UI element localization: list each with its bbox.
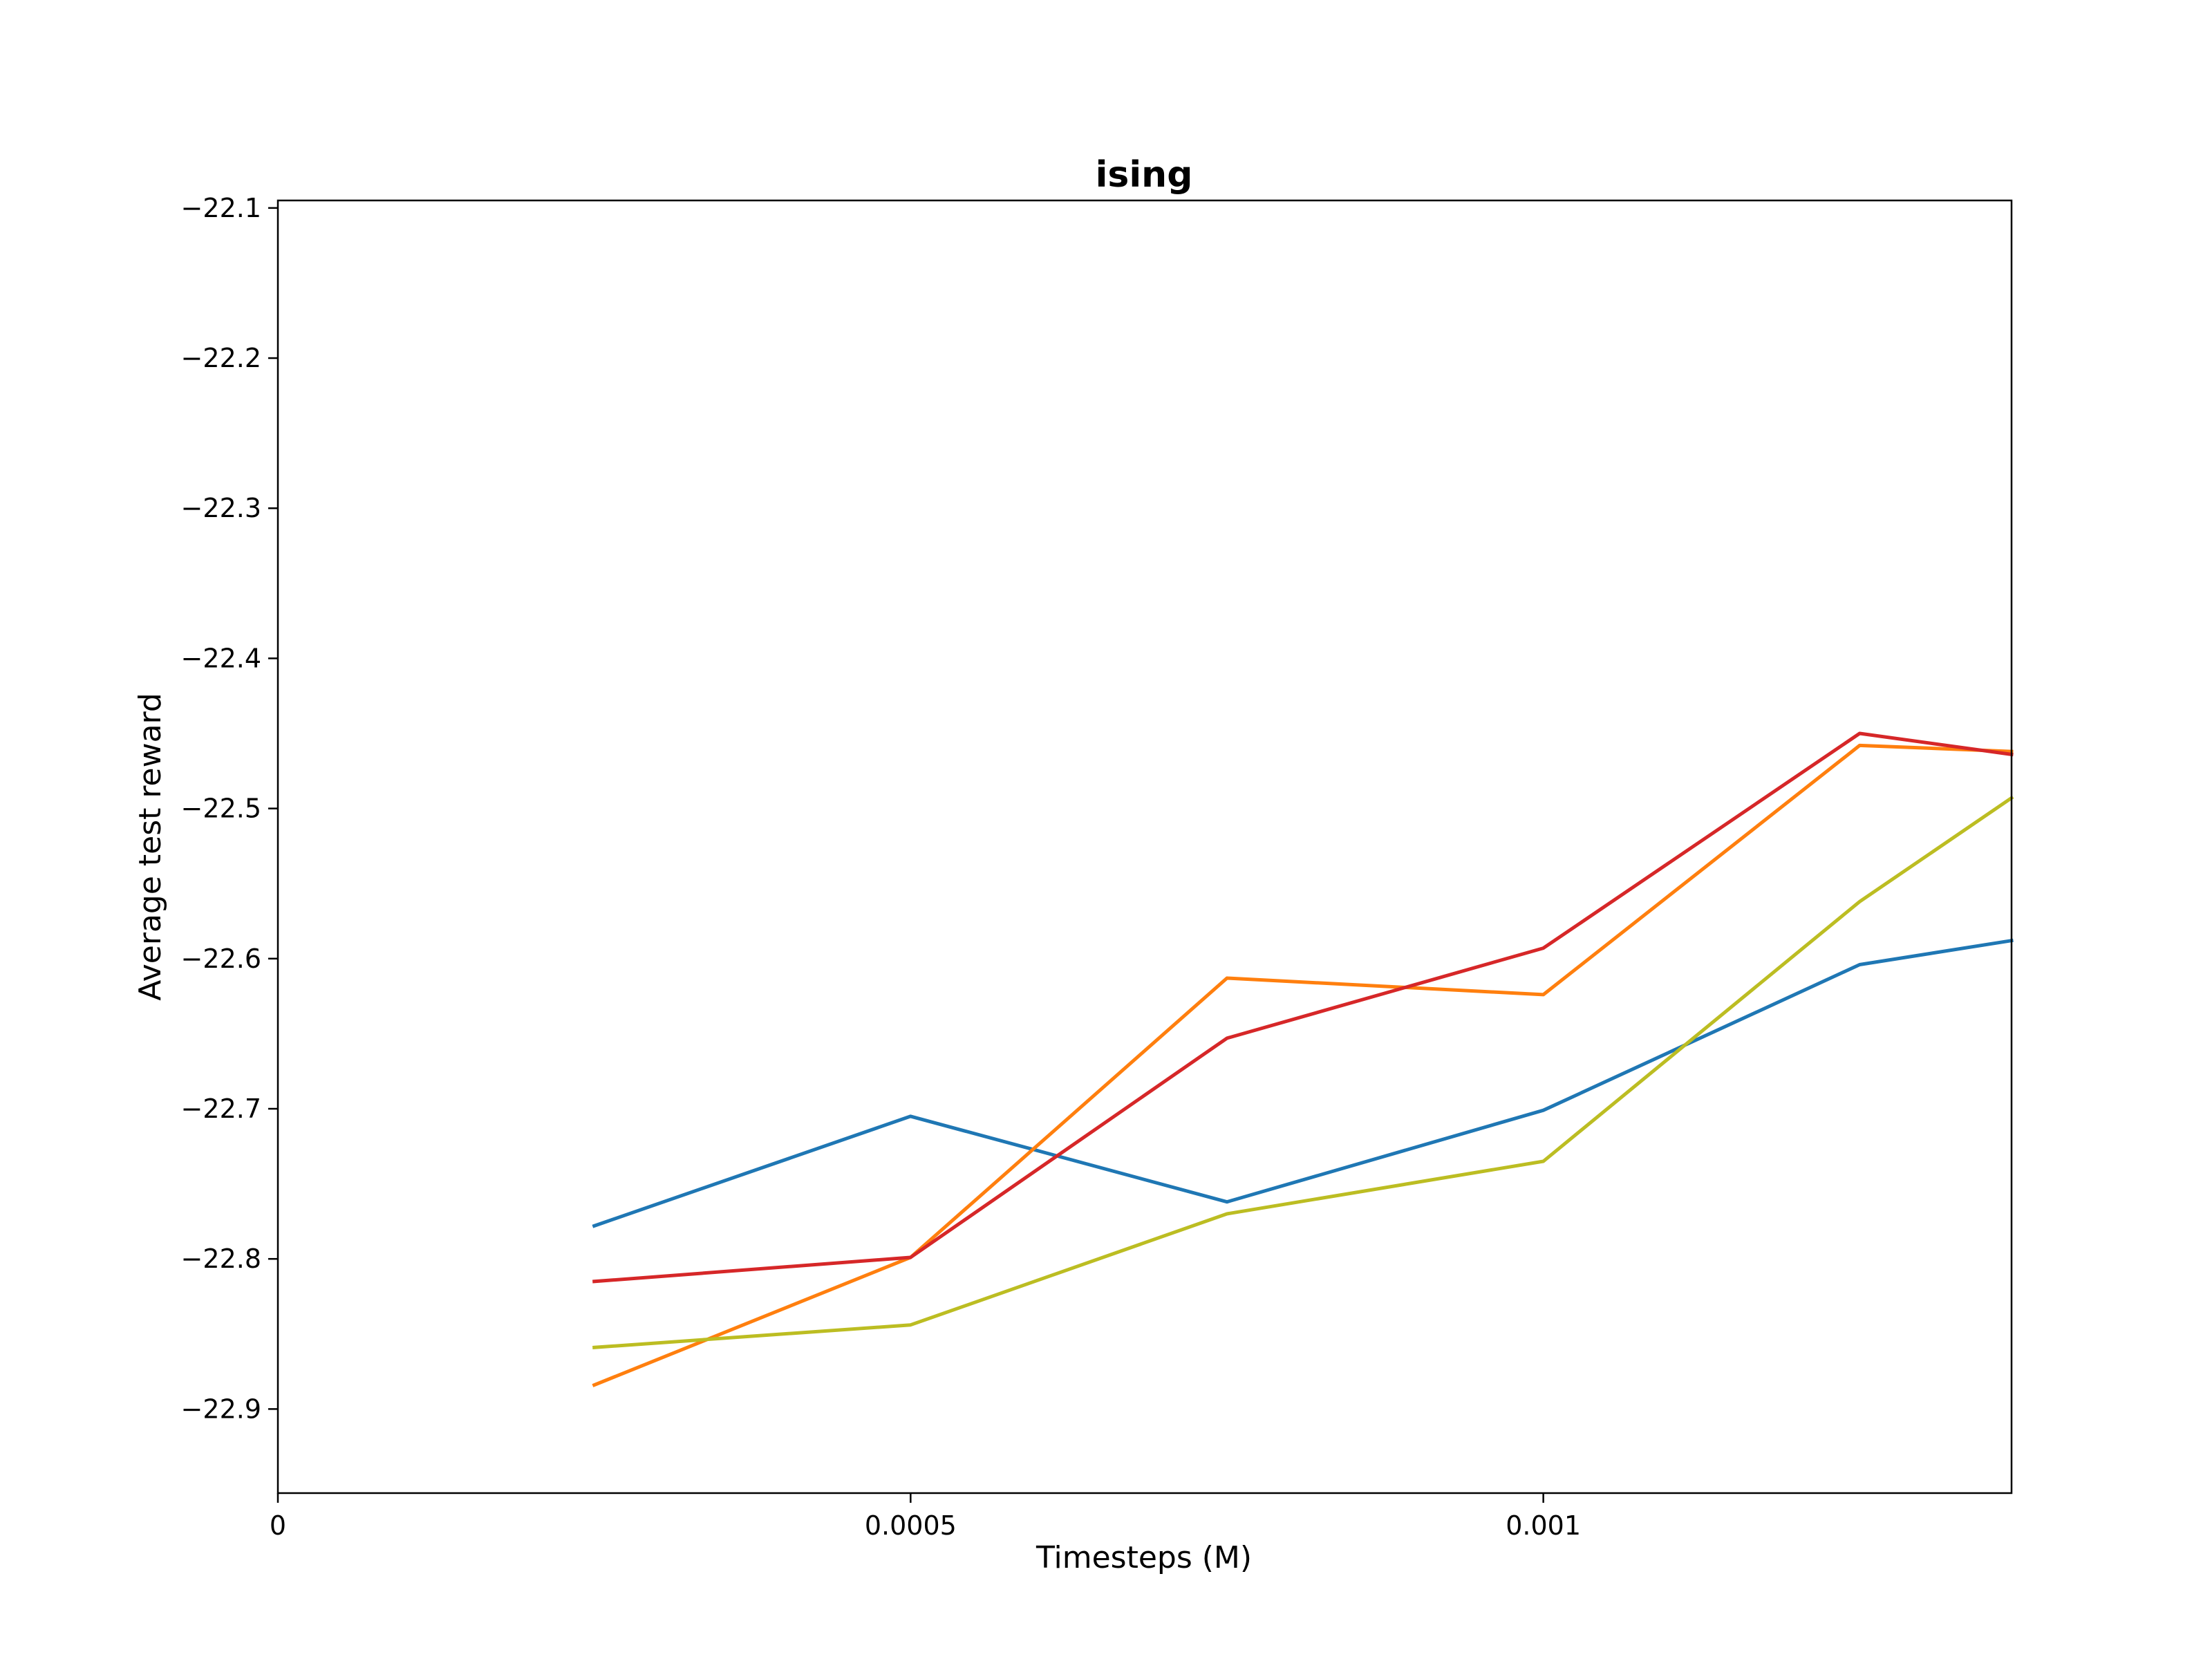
y-tick-label-5: −22.6: [181, 944, 261, 974]
y-tick-label-8: −22.9: [181, 1394, 261, 1424]
plot-frame: [276, 199, 2013, 1494]
x-tick-label-2: 0.001: [1506, 1510, 1581, 1541]
y-tick-label-6: −22.7: [181, 1094, 261, 1124]
y-tick-label-0: −22.1: [181, 193, 261, 223]
y-tick-label-7: −22.8: [181, 1244, 261, 1274]
y-axis-label: Average test reward: [133, 693, 168, 1001]
chart-title: ising: [1096, 154, 1193, 196]
y-tick-label-3: −22.4: [181, 643, 261, 673]
series-line-2: [592, 743, 2014, 1387]
series-layer: [592, 731, 2014, 1387]
series-line-4: [592, 795, 2014, 1349]
y-axis-ticks: −22.1 −22.2 −22.3 −22.4 −22.5 −22.6 −22.7 −22.8…: [181, 193, 278, 1424]
x-axis-ticks: 0 0.0005 0.001: [270, 1493, 1581, 1541]
y-tick-label-2: −22.3: [181, 493, 261, 523]
y-tick-label-4: −22.5: [181, 794, 261, 824]
x-tick-label-0: 0: [270, 1510, 286, 1541]
x-tick-label-1: 0.0005: [865, 1510, 957, 1541]
x-axis-label: Timesteps (M): [1035, 1540, 1252, 1575]
series-line-1: [592, 938, 2014, 1228]
series-line-3: [592, 731, 2014, 1284]
y-tick-label-1: −22.2: [181, 343, 261, 373]
